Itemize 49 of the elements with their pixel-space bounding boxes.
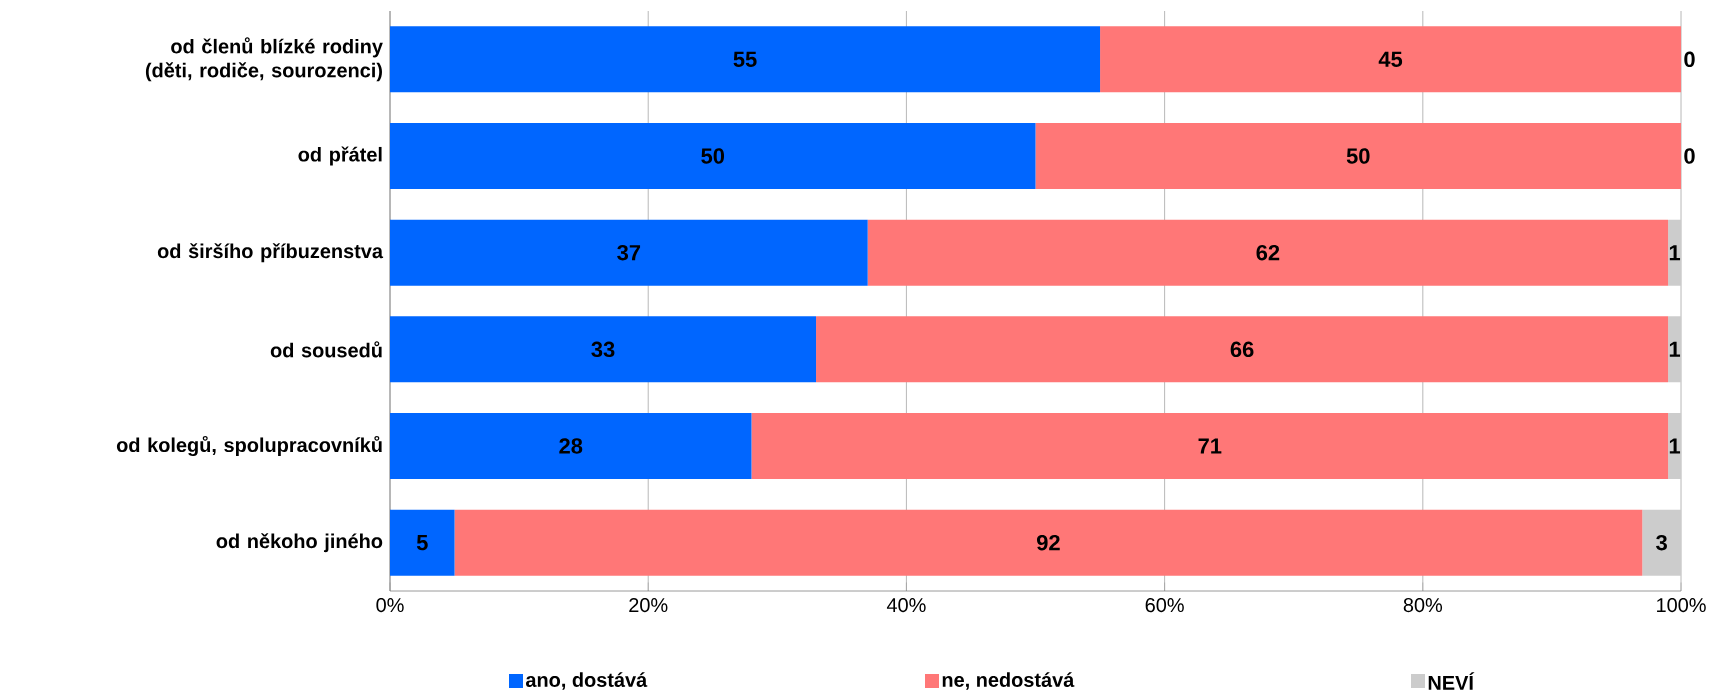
- bar: [390, 509, 455, 576]
- x-tick-label: 40%: [886, 598, 926, 613]
- data-label: 33: [591, 341, 615, 358]
- bar: [454, 509, 1643, 576]
- y-tick-label: od kolegů, spolupracovníků: [116, 435, 382, 457]
- x-tick-label: 80%: [1403, 598, 1443, 613]
- bar: [1100, 26, 1682, 93]
- x-tick-label: 100%: [1657, 598, 1706, 613]
- y-tick-label: od širšího příbuzenstva: [157, 243, 384, 263]
- data-label: 66: [1230, 341, 1254, 358]
- x-tick-label: 0%: [376, 598, 404, 613]
- legend-label: ano, dostává: [525, 672, 648, 690]
- bar: [390, 413, 752, 480]
- data-label: 37: [617, 244, 641, 261]
- data-label: 50: [1346, 148, 1370, 164]
- data-label: 55: [733, 51, 757, 67]
- data-label: 5: [416, 535, 428, 551]
- data-label: 50: [701, 148, 725, 164]
- legend-label: NEVÍ: [1428, 672, 1475, 690]
- data-label: 0: [1684, 51, 1695, 68]
- x-tick-label: 20%: [629, 598, 668, 613]
- data-label: 1: [1669, 245, 1681, 261]
- bar: [390, 123, 1036, 190]
- data-label: 62: [1256, 244, 1280, 261]
- y-tick-label: od přátel: [298, 146, 382, 166]
- data-label: 0: [1684, 148, 1695, 164]
- bar: [390, 219, 868, 286]
- bar: [1642, 509, 1682, 576]
- y-tick-label: od sousedů: [270, 341, 382, 358]
- bar: [816, 316, 1669, 383]
- y-tick-label: od členů blízké rodiny (děti, rodiče, sourozenci): [145, 37, 383, 82]
- bar: [1035, 123, 1682, 190]
- bar: [751, 413, 1669, 480]
- data-label: 28: [559, 438, 583, 454]
- bar: [390, 316, 817, 383]
- data-label: 45: [1378, 51, 1403, 67]
- data-label: 71: [1198, 438, 1222, 454]
- bar: [867, 219, 1669, 286]
- bar: [1668, 219, 1682, 286]
- y-tick-label: od někoho jiného: [216, 533, 383, 553]
- bar: [1668, 413, 1682, 480]
- data-label: 3: [1656, 534, 1667, 551]
- data-label: 1: [1669, 341, 1681, 357]
- bar: [390, 26, 1101, 93]
- data-label: 1: [1669, 438, 1681, 454]
- data-label: 92: [1036, 534, 1060, 551]
- legend-label: ne, nedostává: [942, 672, 1075, 690]
- bar: [1668, 316, 1682, 383]
- x-tick-label: 60%: [1145, 598, 1184, 613]
